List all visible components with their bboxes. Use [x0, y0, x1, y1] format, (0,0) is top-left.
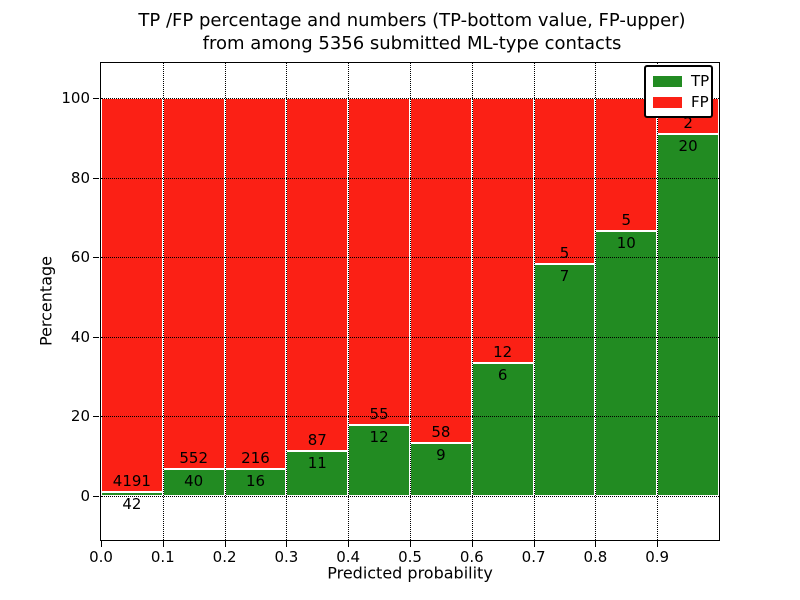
x-tick-0.7 — [533, 541, 535, 547]
fp-count-label-bin5: 58 — [431, 422, 451, 441]
x-tick-0.3 — [286, 541, 288, 547]
tp-count-label-bin5: 9 — [436, 445, 446, 464]
tp-count-label-bin7: 7 — [559, 266, 570, 285]
gridline-x-0.6 — [471, 63, 473, 540]
x-tick-0.9 — [657, 541, 659, 547]
y-tick-label-40: 40 — [70, 327, 90, 346]
tp-bar-segment-bin1 — [162, 469, 225, 496]
fp-bar-segment-bin6 — [471, 98, 534, 364]
gridline-x-0.9 — [657, 63, 659, 540]
fp-bar-segment-bin2 — [224, 98, 287, 469]
x-tick-0.1 — [162, 541, 164, 547]
tp-count-label-bin6: 6 — [497, 366, 508, 385]
x-tick-label-0.2: 0.2 — [212, 548, 237, 566]
x-axis-label: Predicted probability — [327, 563, 493, 583]
x-tick-label-0.4: 0.4 — [336, 548, 361, 566]
legend-entry-fp: FP — [653, 94, 709, 110]
fp-bar-segment-bin7 — [533, 98, 596, 264]
y-tick-60 — [93, 257, 99, 259]
chart-title: TP /FP percentage and numbers (TP-bottom… — [138, 9, 685, 55]
tp-count-label-bin1: 40 — [184, 472, 204, 491]
x-tick-0.8 — [595, 541, 597, 547]
tp-bar-segment-bin0 — [101, 492, 163, 496]
y-tick-label-60: 60 — [70, 248, 90, 267]
fp-count-label-bin6: 12 — [493, 343, 513, 362]
fp-count-label-bin8: 5 — [621, 210, 632, 229]
tp-count-label-bin0: 42 — [122, 495, 142, 514]
gridline-x-0.3 — [286, 63, 288, 540]
y-tick-label-0: 0 — [80, 487, 90, 505]
gridline-x-0.8 — [595, 63, 597, 540]
x-tick-label-0.5: 0.5 — [398, 548, 422, 566]
fp-bar-segment-bin3 — [286, 98, 349, 452]
x-tick-0.4 — [348, 541, 350, 547]
y-tick-20 — [93, 416, 99, 418]
tp-bar-segment-bin4 — [348, 424, 410, 496]
x-tick-label-0.1: 0.1 — [150, 548, 175, 566]
fp-bar-segment-bin1 — [162, 98, 225, 470]
y-tick-label-20: 20 — [70, 407, 90, 426]
y-tick-label-100: 100 — [61, 89, 90, 107]
gridline-x-0.1 — [162, 63, 164, 540]
gridline-y-20 — [101, 416, 719, 418]
fp-count-label-bin4: 55 — [369, 404, 389, 423]
tp-bar-segment-bin7 — [533, 263, 596, 496]
tp-bar-segment-bin3 — [286, 451, 349, 496]
tp-bar-segment-bin6 — [471, 363, 534, 496]
gridline-y-0 — [101, 496, 719, 497]
legend: TP FP — [644, 65, 713, 118]
tp-bar-segment-bin8 — [595, 230, 658, 496]
y-tick-80 — [93, 177, 99, 179]
fp-legend-swatch — [653, 96, 682, 108]
gridline-x-0.4 — [348, 63, 350, 540]
tp-count-label-bin8: 10 — [616, 233, 636, 252]
plot-area: TP FP 4191 42 552 40 216 16 87 11 55 12 58 9 12 6 5 7 5 1… — [100, 62, 720, 541]
fp-bar-segment-bin4 — [348, 98, 410, 425]
gridline-y-80 — [101, 177, 719, 179]
fp-bar-segment-bin5 — [410, 98, 472, 443]
x-tick-label-0.7: 0.7 — [521, 548, 546, 566]
fp-count-label-bin1: 552 — [179, 449, 209, 468]
y-tick-label-80: 80 — [70, 168, 90, 187]
gridline-x-0.2 — [224, 63, 226, 540]
x-tick-0.0 — [101, 541, 102, 547]
fp-count-label-bin2: 216 — [241, 448, 270, 467]
x-tick-label-0.8: 0.8 — [583, 548, 608, 566]
tp-count-label-bin4: 12 — [369, 427, 389, 446]
gridline-y-60 — [101, 257, 719, 259]
tp-count-label-bin2: 16 — [245, 471, 266, 490]
gridline-x-0.7 — [533, 63, 535, 540]
y-tick-0 — [93, 496, 99, 497]
gridline-x-0.5 — [410, 63, 411, 540]
y-tick-40 — [93, 336, 99, 338]
fp-count-label-bin7: 5 — [559, 243, 570, 262]
tp-legend-label: TP — [691, 71, 710, 90]
fp-count-label-bin3: 87 — [307, 431, 327, 450]
fp-bar-segment-bin8 — [595, 98, 658, 231]
fp-bar-segment-bin0 — [101, 98, 163, 493]
tp-legend-swatch — [653, 75, 682, 87]
gridline-y-40 — [101, 336, 719, 338]
chart-title-line1: TP /FP percentage and numbers (TP-bottom… — [138, 10, 686, 31]
tp-count-label-bin9: 20 — [678, 137, 698, 156]
x-tick-label-0.0: 0.0 — [89, 548, 113, 566]
chart-title-line2: from among 5356 submitted ML-type contac… — [202, 33, 622, 54]
fp-count-label-bin0: 4191 — [112, 472, 151, 491]
x-tick-label-0.6: 0.6 — [459, 548, 484, 566]
y-tick-100 — [93, 98, 99, 99]
tp-count-label-bin3: 11 — [307, 454, 327, 473]
x-tick-0.5 — [410, 541, 411, 547]
fp-legend-label: FP — [691, 92, 709, 111]
x-tick-0.2 — [224, 541, 226, 547]
fp-count-label-bin9: 2 — [683, 114, 693, 133]
legend-entry-tp: TP — [653, 73, 709, 89]
x-tick-label-0.3: 0.3 — [274, 548, 299, 566]
x-tick-label-0.9: 0.9 — [645, 548, 670, 566]
gridline-y-100 — [101, 98, 719, 99]
tp-bar-segment-bin9 — [657, 134, 719, 496]
x-tick-0.6 — [471, 541, 473, 547]
